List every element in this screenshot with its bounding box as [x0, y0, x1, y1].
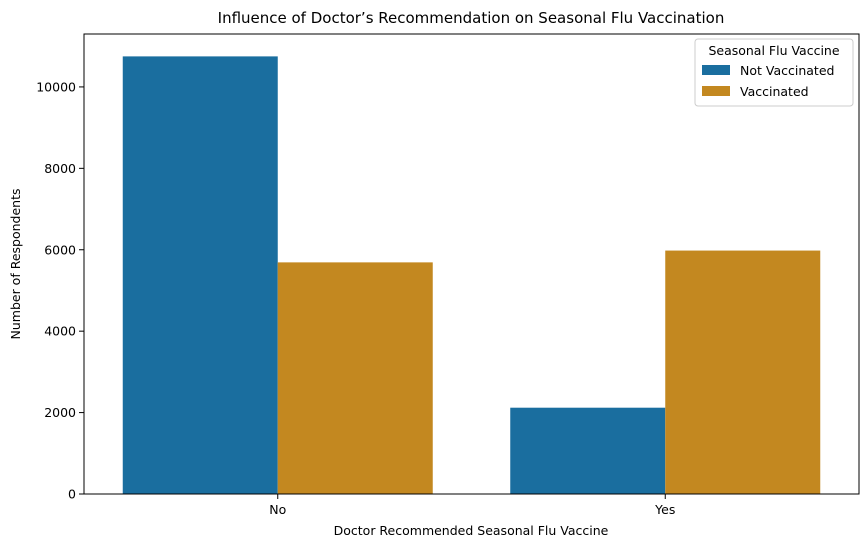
y-axis-label: Number of Respondents [8, 188, 23, 339]
legend-label: Not Vaccinated [740, 63, 834, 78]
y-tick-label: 10000 [36, 79, 76, 94]
bar-no-not-vaccinated [122, 56, 278, 495]
y-tick-label: 0 [68, 487, 76, 502]
y-tick-label: 6000 [44, 242, 76, 257]
bar-yes-vaccinated [665, 250, 821, 494]
x-tick-label: Yes [654, 502, 675, 517]
legend-swatch [702, 65, 730, 75]
x-axis: No Yes [269, 494, 675, 517]
y-axis: 0 2000 4000 6000 8000 10000 [36, 79, 84, 502]
legend-box [694, 38, 854, 107]
x-axis-label: Doctor Recommended Seasonal Flu Vaccine [334, 523, 609, 538]
plot-frame [83, 33, 860, 495]
bar-no-vaccinated [277, 262, 433, 494]
y-tick-label: 2000 [44, 405, 76, 420]
legend-swatch [702, 86, 730, 96]
y-tick-label: 4000 [44, 324, 76, 339]
x-tick-label: No [269, 502, 286, 517]
bar-yes-not-vaccinated [510, 407, 666, 494]
legend: Seasonal Flu Vaccine Not Vaccinated Vacci… [694, 38, 854, 107]
legend-title: Seasonal Flu Vaccine [708, 43, 839, 58]
chart-title: Influence of Doctor’s Recommendation on … [218, 9, 725, 27]
legend-label: Vaccinated [740, 84, 809, 99]
y-tick-label: 8000 [44, 161, 76, 176]
bars-group [122, 56, 821, 495]
